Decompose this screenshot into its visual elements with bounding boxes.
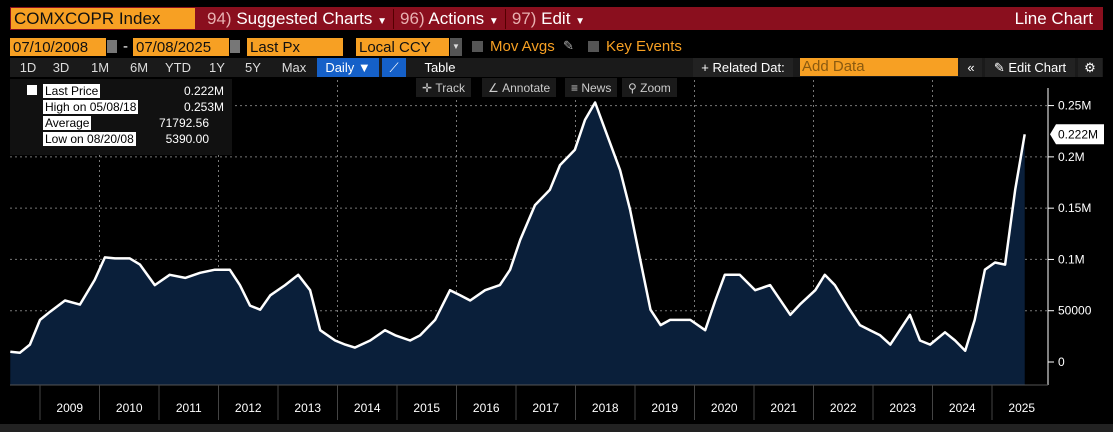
legend-label: High on 05/08/18: [43, 100, 139, 114]
zoom-button[interactable]: ⚲ Zoom: [622, 78, 677, 97]
menu-actions[interactable]: 96) Actions ▼: [394, 8, 506, 29]
x-tick-label: 2011: [176, 401, 202, 415]
tool-label: Annotate: [502, 80, 551, 95]
legend-row-last: Last Price: [43, 84, 101, 98]
dropdown-arrow-icon: ▼: [488, 15, 499, 27]
menu-edit[interactable]: 97) Edit ▼: [506, 9, 591, 29]
x-tick-label: 2013: [294, 401, 321, 415]
track-button[interactable]: ✛ Track: [416, 78, 471, 97]
legend-label: Low on 08/20/08: [43, 132, 136, 146]
header-bar: COMXCOPR Index 94) Suggested Charts ▼ 96…: [10, 7, 1103, 30]
news-button[interactable]: ≡ News: [565, 78, 618, 97]
menu-label: Edit: [541, 8, 571, 28]
legend-row-high: High on 05/08/18: [43, 100, 139, 114]
y-tick-label: 0: [1058, 355, 1065, 369]
y-tick-label: 0.2M: [1058, 150, 1085, 164]
x-tick-label: 2017: [532, 401, 559, 415]
related-data-button[interactable]: + Related Dat:: [693, 58, 793, 77]
edit-chart-label: Edit Chart: [1008, 60, 1067, 75]
legend-label: Average: [43, 116, 92, 130]
edit-chart-button[interactable]: ✎ Edit Chart: [985, 58, 1075, 77]
x-tick-label: 2009: [56, 401, 83, 415]
x-tick-label: 2021: [770, 401, 797, 415]
pencil-icon[interactable]: ✎: [563, 38, 574, 53]
ticker-field[interactable]: COMXCOPR Index: [11, 8, 195, 29]
y-tick-label: 0.1M: [1058, 252, 1085, 266]
annotate-button[interactable]: ∠ Annotate: [482, 78, 557, 97]
menu-num: 94): [207, 8, 232, 28]
menu-label: Suggested Charts: [236, 8, 373, 28]
y-tick-label: 50000: [1058, 304, 1092, 318]
y-tick-label: 0.25M: [1058, 99, 1091, 113]
currency-select[interactable]: Local CCY: [356, 38, 449, 56]
legend-white-square-icon: [27, 85, 37, 95]
menu-num: 97): [511, 8, 537, 28]
collapse-icon[interactable]: «: [960, 58, 982, 77]
start-date-input[interactable]: 07/10/2008: [10, 38, 106, 56]
gear-icon[interactable]: ⚙: [1078, 58, 1102, 77]
legend-value: 0.222M: [183, 84, 224, 98]
tool-label: Zoom: [640, 80, 671, 95]
legend-value: 5390.00: [165, 132, 209, 146]
tool-label: News: [581, 80, 612, 95]
period-3d[interactable]: 3D: [45, 58, 77, 77]
table-button[interactable]: Table: [410, 58, 470, 77]
x-tick-label: 2025: [1008, 401, 1035, 415]
chart-type-label: Line Chart: [1014, 8, 1093, 28]
menu-num: 96): [400, 8, 425, 28]
last-value-badge: [1050, 124, 1104, 145]
mov-avgs-label[interactable]: Mov Avgs: [490, 38, 555, 55]
x-tick-label: 2010: [116, 401, 143, 415]
bottom-scrollbar: [0, 424, 1113, 432]
menu-suggested-charts[interactable]: 94) Suggested Charts ▼: [201, 8, 395, 29]
key-events-label[interactable]: Key Events: [606, 38, 682, 55]
last-value-label: 0.222M: [1058, 127, 1098, 141]
period-1d[interactable]: 1D: [12, 58, 44, 77]
calendar-icon[interactable]: [107, 40, 117, 53]
legend-row-average: Average: [43, 116, 92, 130]
calendar-icon[interactable]: [230, 40, 240, 53]
dropdown-arrow-icon: ▼: [575, 15, 586, 27]
dropdown-arrow-icon: ▼: [377, 15, 388, 27]
x-tick-label: 2015: [413, 401, 440, 415]
x-tick-label: 2018: [592, 401, 619, 415]
x-tick-label: 2022: [830, 401, 857, 415]
legend-row-low: Low on 08/20/08: [43, 132, 136, 146]
tool-label: Track: [435, 80, 465, 95]
date-dash: -: [123, 38, 128, 55]
y-tick-label: 0.15M: [1058, 201, 1091, 215]
x-tick-label: 2023: [889, 401, 916, 415]
x-tick-label: 2012: [235, 401, 262, 415]
legend-value: 0.253M: [183, 100, 224, 114]
frequency-dropdown[interactable]: Daily ▼: [317, 58, 379, 77]
x-tick-label: 2014: [354, 401, 381, 415]
mov-avgs-checkbox[interactable]: [472, 41, 483, 52]
menu-label: Actions: [428, 8, 485, 28]
period-1y[interactable]: 1Y: [201, 58, 233, 77]
line-chart-icon[interactable]: ⟋: [382, 58, 406, 77]
x-tick-label: 2016: [473, 401, 500, 415]
legend-label: Last Price: [43, 84, 101, 98]
chevron-down-icon[interactable]: ▼: [450, 38, 462, 56]
period-5y[interactable]: 5Y: [234, 58, 272, 77]
x-tick-label: 2019: [651, 401, 678, 415]
key-events-checkbox[interactable]: [588, 41, 599, 52]
add-data-input[interactable]: Add Data: [800, 58, 958, 76]
period-1m[interactable]: 1M: [78, 58, 122, 77]
field-input[interactable]: Last Px: [247, 38, 343, 56]
period-max[interactable]: Max: [273, 58, 315, 77]
x-axis-band: [10, 385, 1048, 420]
x-tick-label: 2024: [949, 401, 976, 415]
period-ytd[interactable]: YTD: [156, 58, 200, 77]
end-date-input[interactable]: 07/08/2025: [133, 38, 229, 56]
legend-value: 71792.56: [158, 116, 209, 130]
legend-box: Last Price 0.222M High on 05/08/18 0.253…: [10, 79, 232, 155]
period-6m[interactable]: 6M: [123, 58, 155, 77]
x-tick-label: 2020: [711, 401, 738, 415]
